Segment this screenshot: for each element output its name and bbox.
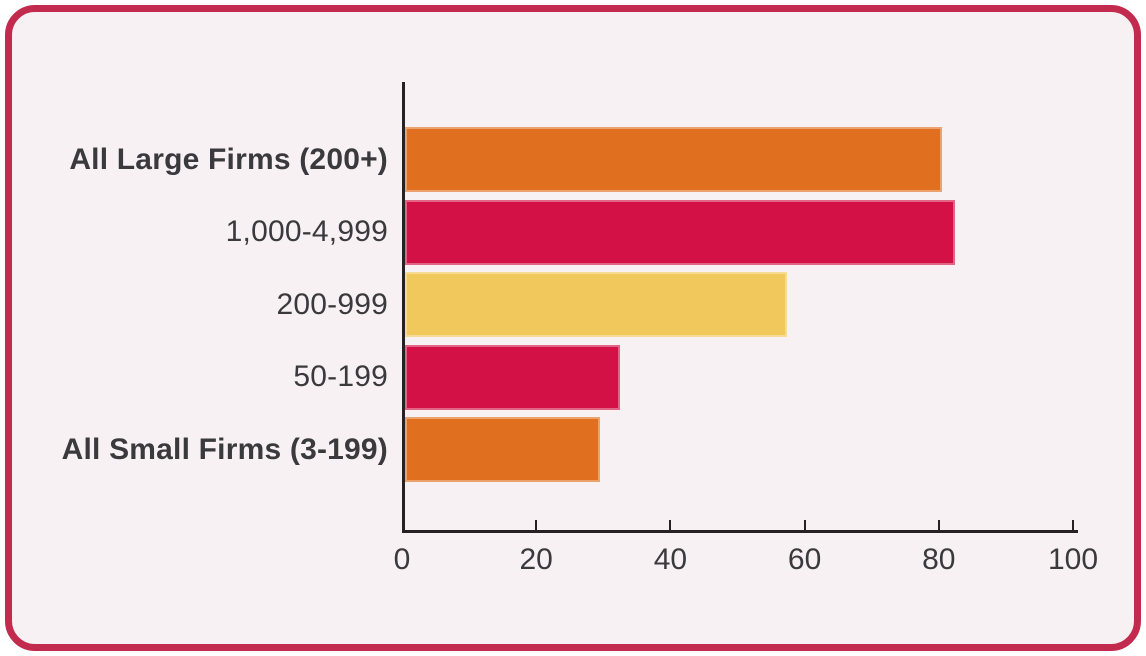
x-axis-line [402, 530, 1078, 533]
category-label: All Small Firms (3-199) [61, 432, 388, 466]
x-axis-tick [803, 520, 806, 530]
category-label: 1,000-4,999 [225, 215, 388, 248]
category-labels: All Large Firms (200+) 1,000-4,999 200-999… [12, 82, 388, 533]
x-axis-tick [535, 520, 538, 530]
x-axis-tick-label: 20 [519, 543, 553, 576]
bar-2 [405, 272, 788, 337]
category-label: 50-199 [293, 360, 388, 393]
category-label: 200-999 [276, 287, 388, 321]
x-axis-tick [1072, 520, 1074, 530]
plot-area: 0 20 40 60 80 100 [394, 82, 1098, 576]
x-axis-tick-label: 0 [393, 543, 411, 576]
bar-0 [405, 127, 942, 192]
x-axis-tick-label: 60 [787, 543, 822, 576]
bar-3 [405, 344, 620, 410]
chart-card: All Large Firms (200+) 1,000-4,999 200-999… [5, 5, 1141, 651]
y-axis-line [402, 82, 405, 533]
x-axis-tick [937, 520, 940, 530]
bar-chart: All Large Firms (200+) 1,000-4,999 200-999… [12, 12, 1134, 644]
bar-1 [405, 199, 956, 265]
bar-4 [405, 417, 600, 482]
x-axis-tick-label: 100 [1047, 543, 1099, 576]
category-label: All Large Firms (200+) [69, 142, 388, 176]
x-axis-tick-label: 80 [922, 543, 956, 576]
x-axis-tick [669, 520, 672, 530]
x-axis-tick-label: 40 [653, 543, 688, 576]
